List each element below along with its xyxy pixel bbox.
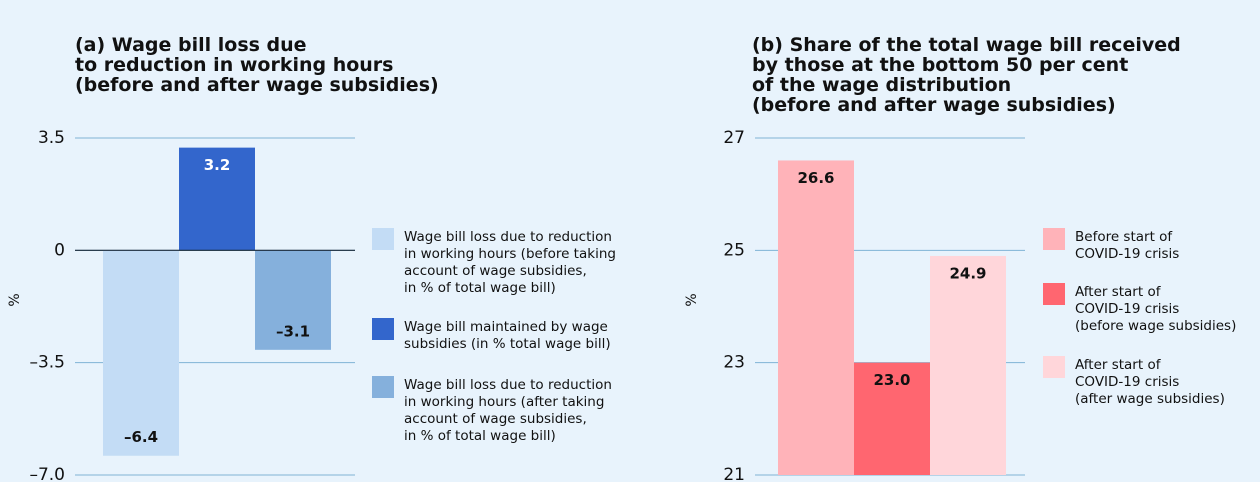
y-tick-label: 21 [723, 465, 745, 482]
bar [179, 147, 255, 251]
value-label: 23.0 [873, 371, 910, 389]
legend-swatch [372, 376, 394, 398]
bar [778, 160, 854, 475]
value-label: –6.4 [124, 428, 158, 446]
legend-label: After start of COVID-19 crisis (after wa… [1075, 357, 1225, 407]
legend-label: Wage bill maintained by wage subsidies (… [404, 319, 611, 352]
chart-title: (a) Wage bill loss due to reduction in w… [75, 34, 439, 96]
y-tick-label: 0 [54, 240, 65, 260]
legend-swatch [372, 318, 394, 340]
legend-swatch [1043, 356, 1065, 378]
bar [854, 362, 930, 475]
y-tick-label: 3.5 [38, 128, 65, 148]
legend-label: Wage bill loss due to reduction in worki… [404, 377, 612, 444]
legend-swatch [1043, 283, 1065, 305]
y-axis-label: % [7, 293, 23, 306]
bar [930, 255, 1006, 475]
y-axis-label: % [684, 293, 700, 306]
value-label: 26.6 [797, 169, 834, 187]
bar [255, 250, 331, 350]
legend-label: Before start of COVID-19 crisis [1075, 229, 1180, 262]
chart-title: (b) Share of the total wage bill receive… [752, 34, 1181, 116]
y-tick-label: –7.0 [29, 465, 65, 482]
y-tick-label: 23 [723, 353, 745, 373]
value-label: 24.9 [949, 264, 986, 282]
legend-swatch [1043, 228, 1065, 250]
legend-label: After start of COVID-19 crisis (before w… [1075, 284, 1237, 334]
y-tick-label: –3.5 [29, 353, 65, 373]
legend-label: Wage bill loss due to reduction in worki… [404, 229, 616, 296]
y-tick-label: 25 [723, 240, 745, 260]
value-label: 3.2 [204, 156, 231, 174]
legend-swatch [372, 228, 394, 250]
value-label: –3.1 [276, 322, 310, 340]
bar [103, 250, 179, 456]
y-tick-label: 27 [723, 128, 745, 148]
